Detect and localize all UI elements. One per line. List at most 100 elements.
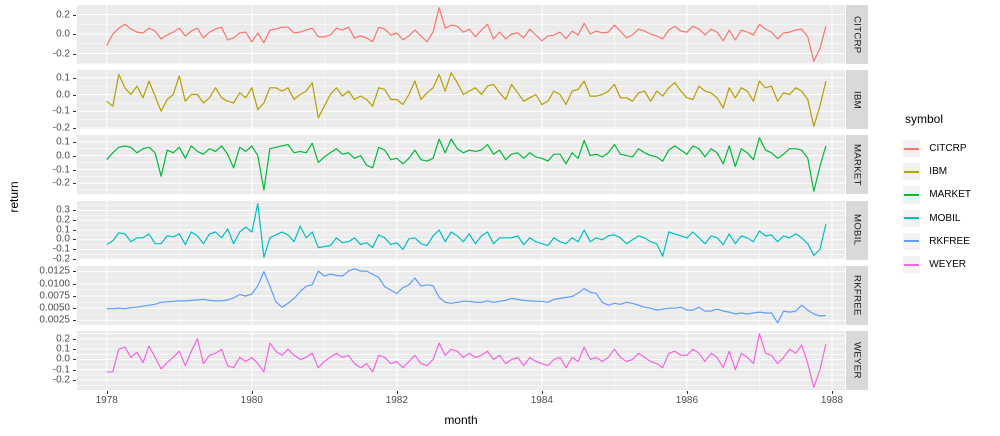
legend-key [903,163,921,181]
series-line-IBM [106,72,827,128]
y-tick-mark [72,258,76,260]
y-tick-label: -0.2 [52,253,70,265]
x-tick-mark [831,390,833,394]
panel-MOBIL [77,200,845,260]
y-tick-label: 0.0050 [39,302,70,314]
y-tick-label: 0.3 [56,204,70,216]
legend-entry-RKFREE: RKFREE [903,230,971,253]
y-tick-mark [72,369,76,371]
y-tick-mark [72,77,76,79]
legend-entry-MARKET: MARKET [903,183,971,206]
facet-strip-label: RKFREE [851,274,863,316]
legend-entry-IBM: IBM [903,160,971,183]
legend-entries: CITCRP IBM MARKET MOBIL RKFREE WEYER [903,137,971,276]
legend-key-line-icon [904,240,920,243]
y-tick-label: 0.0 [56,233,70,245]
panel-RKFREE [77,265,845,325]
y-tick-label: 0.0 [56,28,70,40]
legend-key [903,209,921,227]
y-tick-label: -0.1 [52,164,70,176]
y-axis-MARKET: 0.1 0.0 -0.1 -0.2 [0,135,70,194]
y-tick-label: -0.1 [52,243,70,255]
y-tick-label: -0.2 [52,177,70,189]
legend-key [903,255,921,274]
y-tick-mark [72,295,76,297]
facet-strip-label: CITCRP [851,15,863,54]
legend-entry-label: MOBIL [929,212,961,224]
panel-IBM [77,70,845,130]
y-tick-mark [72,34,76,35]
y-tick-label: 0.0075 [39,290,70,302]
x-tick-mark [106,390,108,394]
legend-entry-label: IBM [929,166,948,178]
y-tick-mark [72,380,76,382]
y-tick-label: -0.2 [52,122,70,134]
facet-strip-label: MOBIL [851,214,863,246]
y-tick-label: -0.2 [52,374,70,386]
y-axis-IBM: 0.1 0.0 -0.1 -0.2 [0,70,70,133]
facet-strip-IBM: IBM [846,70,868,130]
legend-entry-label: WEYER [929,259,966,271]
y-tick-label: 0.0100 [39,278,70,290]
facet-strip-label: WEYER [851,342,863,379]
x-tick-label: 1986 [675,395,699,406]
series-line-RKFREE [106,267,826,324]
facet-strip-MARKET: MARKET [846,135,868,195]
legend-entry-WEYER: WEYER [903,253,971,276]
y-tick-label: -0.1 [52,105,70,117]
legend-key [903,186,921,204]
panel-WEYER [77,331,845,390]
y-tick-label: 0.1 [56,72,70,84]
series-line-MARKET [106,137,827,193]
y-tick-mark [72,128,76,130]
y-tick-mark [72,359,76,361]
x-tick-label: 1984 [530,395,553,406]
y-tick-label: 0.0025 [39,314,70,326]
series-line-WEYER [106,333,827,388]
legend-entry-MOBIL: MOBIL [903,207,971,230]
y-tick-label: 0.0 [56,353,70,365]
y-tick-mark [72,349,76,351]
x-tick-mark [396,390,398,394]
legend-entry-label: CITCRP [929,143,967,155]
y-tick-mark [72,239,76,241]
facet-strip-WEYER: WEYER [846,331,868,390]
y-tick-mark [72,155,76,157]
x-tick-label: 1988 [820,395,844,406]
series-line-CITCRP [106,7,827,62]
y-tick-mark [72,142,76,144]
facet-strip-CITCRP: CITCRP [846,5,868,64]
y-axis-RKFREE: 0.0125 0.0100 0.0075 0.0050 0.0025 [0,265,70,326]
legend-entry-CITCRP: CITCRP [903,137,971,160]
legend-key-line-icon [904,147,920,150]
legend-entry-label: MARKET [929,189,971,201]
y-tick-mark [72,249,76,251]
legend-title: symbol [905,112,944,126]
y-tick-label: -0.1 [52,364,70,376]
y-axis-MOBIL: 0.3 0.2 0.1 0.0 -0.1 -0.2 [0,201,70,265]
legend-key [903,232,921,250]
facet-strip-MOBIL: MOBIL [846,200,868,260]
y-tick-mark [72,210,76,212]
y-tick-mark [72,283,76,285]
legend-key-line-icon [904,193,920,196]
x-tick-mark [251,390,253,394]
facet-strip-label: IBM [851,90,863,109]
y-tick-mark [72,307,76,309]
facet-strip-label: MARKET [851,144,863,186]
panel-MARKET [77,135,845,195]
y-tick-label: 0.1 [56,224,70,236]
series-line-MOBIL [106,202,827,258]
y-tick-label: 0.2 [56,214,70,226]
y-tick-label: -0.2 [52,48,70,60]
y-tick-label: 0.2 [56,9,70,20]
facet-strip-RKFREE: RKFREE [846,265,868,325]
y-tick-mark [72,320,76,322]
y-tick-mark [72,229,76,231]
y-tick-label: 0.2 [56,333,70,345]
y-tick-mark [72,219,76,221]
y-tick-mark [72,111,76,113]
x-tick-label: 1980 [240,395,263,406]
y-tick-label: 0.0125 [39,265,70,277]
y-tick-mark [72,169,76,171]
